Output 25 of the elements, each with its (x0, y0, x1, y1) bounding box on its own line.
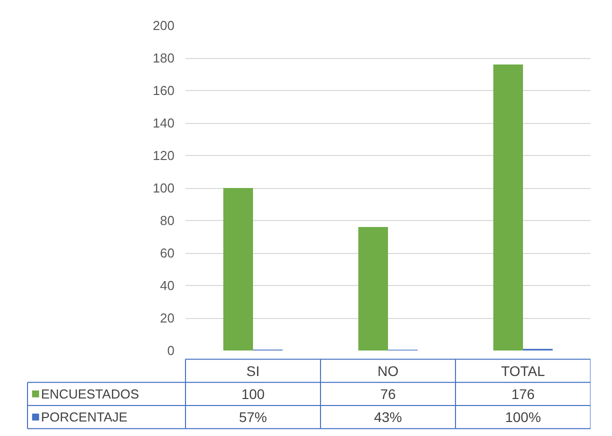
data-label: 57% (238, 409, 268, 426)
x-tick-label: NO (378, 362, 399, 379)
y-tick-label: 200 (152, 18, 175, 33)
y-tick-label: 80 (160, 213, 175, 228)
bar (493, 64, 523, 350)
data-label: 100% (505, 409, 541, 426)
y-tick-label: 140 (152, 116, 175, 130)
data-label: 100 (241, 386, 265, 402)
y-tick-label: 120 (152, 148, 175, 163)
x-tick-label: TOTAL (501, 362, 546, 379)
data-label: 76 (380, 386, 396, 402)
y-tick-label: 20 (160, 310, 175, 326)
y-tick-label: 180 (152, 50, 175, 66)
y-tick-label: 160 (152, 83, 175, 98)
bar (358, 227, 388, 350)
legend-label: PORCENTAJE (41, 410, 128, 425)
bar (223, 188, 253, 350)
legend-label: ENCUESTADOS (41, 386, 140, 402)
y-tick-label: 100 (152, 180, 175, 196)
y-tick-label: 60 (160, 246, 175, 260)
y-tick-label: 0 (167, 343, 175, 358)
y-tick-label: 40 (160, 278, 175, 293)
data-label: 176 (511, 386, 535, 402)
data-label: 43% (374, 409, 402, 426)
x-tick-label: SI (246, 362, 260, 379)
